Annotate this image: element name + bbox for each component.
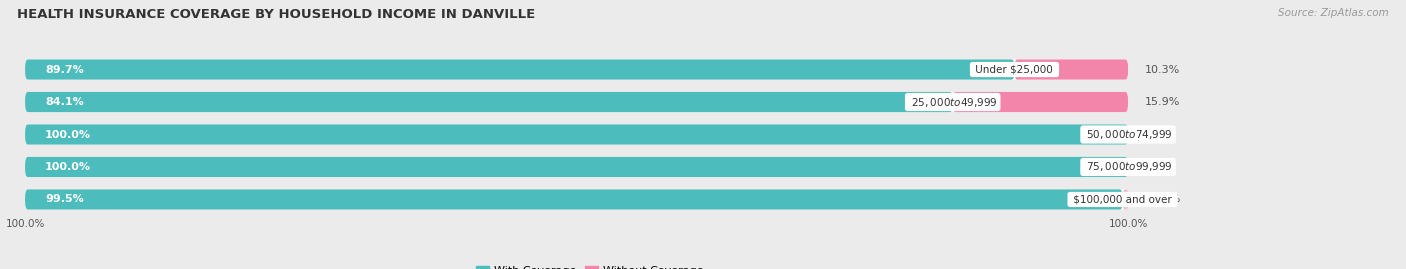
Text: 100.0%: 100.0% (45, 162, 91, 172)
Legend: With Coverage, Without Coverage: With Coverage, Without Coverage (471, 261, 709, 269)
Text: 99.5%: 99.5% (45, 194, 84, 204)
FancyBboxPatch shape (25, 59, 1015, 80)
Text: 84.1%: 84.1% (45, 97, 84, 107)
Text: 89.7%: 89.7% (45, 65, 84, 75)
Text: Under $25,000: Under $25,000 (973, 65, 1056, 75)
Text: $100,000 and over: $100,000 and over (1070, 194, 1175, 204)
Text: 100.0%: 100.0% (45, 129, 91, 140)
Text: $75,000 to $99,999: $75,000 to $99,999 (1083, 161, 1173, 174)
FancyBboxPatch shape (25, 157, 1128, 177)
Text: $25,000 to $49,999: $25,000 to $49,999 (907, 95, 998, 108)
Text: 100.0%: 100.0% (6, 219, 45, 229)
FancyBboxPatch shape (25, 125, 1128, 144)
FancyBboxPatch shape (25, 189, 1122, 210)
FancyBboxPatch shape (25, 92, 1128, 112)
Text: $50,000 to $74,999: $50,000 to $74,999 (1083, 128, 1173, 141)
FancyBboxPatch shape (25, 157, 1128, 177)
FancyBboxPatch shape (1015, 59, 1128, 80)
FancyBboxPatch shape (25, 125, 1128, 144)
FancyBboxPatch shape (25, 59, 1128, 80)
Text: 10.3%: 10.3% (1144, 65, 1180, 75)
Text: 15.9%: 15.9% (1144, 97, 1180, 107)
FancyBboxPatch shape (25, 92, 953, 112)
Text: 0.0%: 0.0% (1144, 162, 1173, 172)
Text: HEALTH INSURANCE COVERAGE BY HOUSEHOLD INCOME IN DANVILLE: HEALTH INSURANCE COVERAGE BY HOUSEHOLD I… (17, 8, 536, 21)
Text: 0.54%: 0.54% (1144, 194, 1181, 204)
FancyBboxPatch shape (25, 189, 1128, 210)
Text: 100.0%: 100.0% (1108, 219, 1147, 229)
FancyBboxPatch shape (1122, 189, 1129, 210)
Text: Source: ZipAtlas.com: Source: ZipAtlas.com (1278, 8, 1389, 18)
FancyBboxPatch shape (953, 92, 1128, 112)
Text: 0.0%: 0.0% (1144, 129, 1173, 140)
